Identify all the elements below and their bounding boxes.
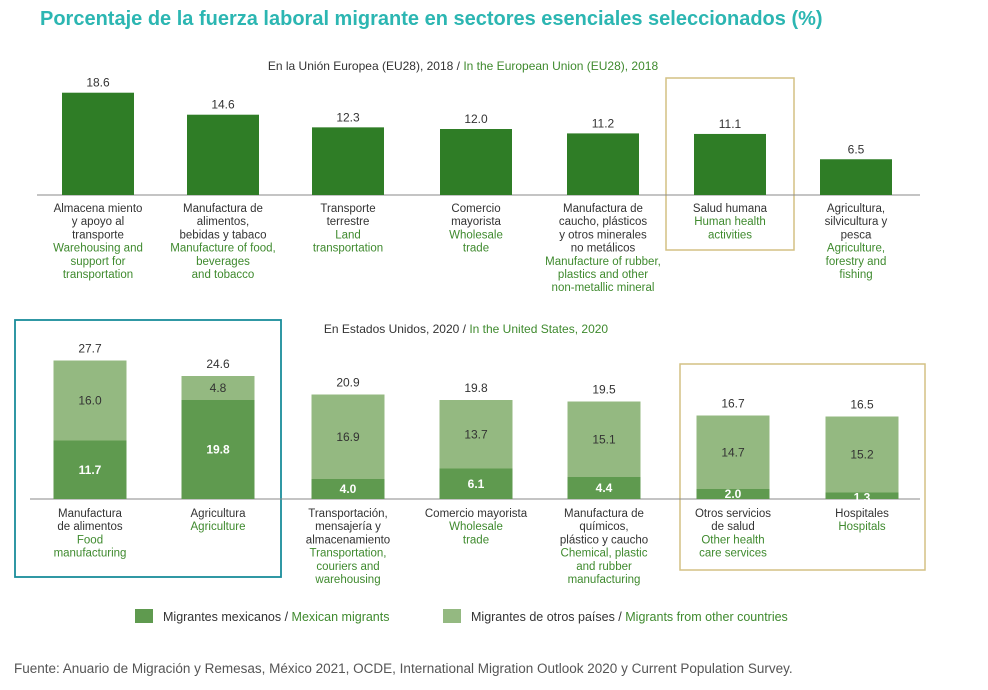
us-mexican-bar-6: [825, 492, 899, 499]
eu-value-label-3: 12.0: [464, 112, 488, 126]
eu-panel-title: En la Unión Europea (EU28), 2018 / In th…: [268, 59, 659, 73]
eu-bar-0: [62, 92, 134, 195]
us-other-bar-0: [53, 360, 127, 441]
us-mexican-value-5: 2.0: [725, 487, 742, 501]
legend-mexican-swatch: [135, 609, 153, 623]
eu-bar-2: [312, 127, 384, 195]
us-total-label-0: 27.7: [78, 342, 102, 356]
us-other-bar-1: [181, 376, 255, 400]
us-other-value-4: 15.1: [592, 432, 616, 446]
us-mexican-bar-5: [696, 489, 770, 499]
eu-category-label-1: Manufactura de alimentos, bebidas y tabaco…: [170, 203, 275, 281]
us-other-value-3: 13.7: [464, 427, 488, 441]
eu-bar-3: [440, 129, 512, 195]
us-other-value-1: 4.8: [210, 381, 227, 395]
us-category-label-3: Comercio mayorista Wholesale trade: [425, 508, 528, 546]
us-category-label-5: Otros servicios de salud Other health care …: [695, 508, 771, 560]
us-other-value-0: 16.0: [78, 394, 102, 408]
us-other-value-6: 15.2: [850, 448, 874, 462]
eu-category-label-0: Almacena miento y apoyo al transporte Wareh…: [53, 203, 143, 281]
us-category-label-0: Manufactura de alimentos Food manufacturing: [54, 508, 127, 560]
eu-category-label-4: Manufactura de caucho, plásticos y otros m…: [545, 203, 661, 294]
eu-value-label-5: 11.1: [719, 117, 742, 131]
us-mexican-bar-0: [53, 440, 127, 499]
us-mexican-value-3: 6.1: [468, 477, 485, 491]
us-total-label-1: 24.6: [206, 357, 230, 371]
us-mexican-bar-3: [439, 468, 513, 499]
us-other-value-2: 16.9: [336, 430, 360, 444]
us-category-label-4: Manufactura de químicos, plástico y caucho…: [560, 508, 648, 586]
eu-value-label-1: 14.6: [211, 98, 235, 112]
eu-value-label-4: 11.2: [592, 116, 615, 130]
us-total-label-2: 20.9: [336, 376, 360, 390]
eu-bar-5: [694, 133, 766, 195]
us-total-label-6: 16.5: [850, 398, 874, 412]
eu-bar-6: [820, 159, 892, 195]
us-mexican-bar-1: [181, 400, 255, 499]
eu-bar-4: [567, 133, 639, 195]
us-total-label-4: 19.5: [592, 383, 616, 397]
eu-bar-1: [187, 114, 259, 195]
eu-value-label-0: 18.6: [86, 76, 110, 90]
eu-value-label-6: 6.5: [848, 142, 865, 156]
us-category-label-2: Transportación, mensajería y almacenamient…: [306, 508, 390, 586]
eu-category-label-6: Agricultura, silvicultura y pesca Agricultu…: [825, 203, 888, 281]
us-other-bar-2: [311, 394, 385, 479]
legend-mexican-label: Migrantes mexicanos / Mexican migrants: [163, 610, 389, 624]
us-mexican-bar-4: [567, 477, 641, 499]
us-mexican-value-6: 1.3: [854, 491, 871, 505]
us-mexican-value-1: 19.8: [206, 443, 230, 457]
us-category-label-1: Agricultura Agriculture: [191, 508, 247, 533]
us-mexican-bar-2: [311, 479, 385, 499]
eu-category-label-2: Transporte terrestre Land transportation: [313, 203, 383, 255]
us-other-value-5: 14.7: [721, 445, 745, 459]
eu-highlight-box: [665, 77, 795, 251]
us-total-label-5: 16.7: [721, 397, 745, 411]
chart-canvas: En la Unión Europea (EU28), 2018 / In th…: [14, 59, 926, 624]
us-highlight-box-left: [14, 319, 282, 578]
eu-category-label-3: Comercio mayorista Wholesale trade: [449, 203, 503, 255]
eu-value-label-2: 12.3: [336, 110, 360, 124]
us-other-bar-3: [439, 400, 513, 469]
us-mexican-value-0: 11.7: [79, 463, 102, 477]
us-category-label-6: Hospitales Hospitals: [835, 508, 889, 533]
us-other-bar-4: [567, 401, 641, 477]
eu-category-label-5: Salud humana Human health activities: [693, 203, 768, 241]
source-note: Fuente: Anuario de Migración y Remesas, …: [14, 661, 793, 676]
us-total-label-3: 19.8: [464, 381, 488, 395]
us-highlight-box-right: [679, 363, 926, 571]
us-other-bar-5: [696, 415, 770, 489]
legend-other-swatch: [443, 609, 461, 623]
us-other-bar-6: [825, 416, 899, 493]
us-panel-title: En Estados Unidos, 2020 / In the United …: [324, 322, 609, 336]
legend-other-label: Migrantes de otros países / Migrants fro…: [471, 610, 788, 624]
us-mexican-value-4: 4.4: [596, 481, 613, 495]
chart-title: Porcentaje de la fuerza laboral migrante…: [40, 8, 823, 30]
us-mexican-value-2: 4.0: [340, 482, 357, 496]
